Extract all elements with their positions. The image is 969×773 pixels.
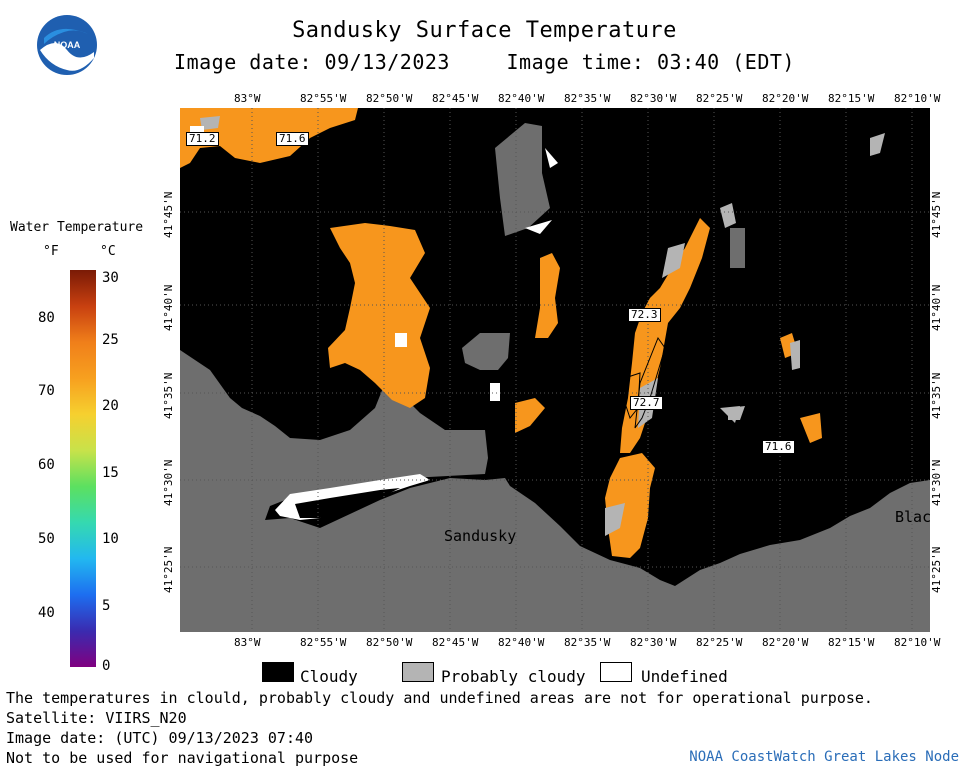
undefined-label: Undefined <box>641 667 728 686</box>
fahrenheit-tick: 40 <box>38 605 55 621</box>
latitude-label-left: 41°40'N <box>162 284 175 331</box>
warm-water-patches <box>180 108 822 558</box>
island-small <box>730 228 745 268</box>
place-label-blac: Blac <box>895 508 932 526</box>
longitude-label-top: 83°W <box>234 92 261 105</box>
fahrenheit-tick: 60 <box>38 457 55 473</box>
longitude-label-top: 82°35'W <box>564 92 611 105</box>
cloudy-swatch <box>262 662 294 682</box>
temp-label: 71.6 <box>276 132 309 146</box>
celsius-tick: 15 <box>102 465 119 481</box>
longitude-label-top: 82°30'W <box>630 92 677 105</box>
longitude-label-top: 82°15'W <box>828 92 875 105</box>
latitude-label-left: 41°25'N <box>162 546 175 593</box>
longitude-label-top: 82°25'W <box>696 92 743 105</box>
longitude-label-bottom: 82°30'W <box>630 636 677 649</box>
disclaimer-text: The temperatures in clould, probably clo… <box>6 689 873 707</box>
fahrenheit-tick: 70 <box>38 383 55 399</box>
temperature-contour-2 <box>624 372 641 420</box>
celsius-tick: 30 <box>102 270 119 286</box>
longitude-label-bottom: 82°50'W <box>366 636 413 649</box>
legend-title: Water Temperature <box>10 220 144 235</box>
cloudy-label: Cloudy <box>300 667 358 686</box>
temp-label: 71.2 <box>186 132 219 146</box>
longitude-label-bottom: 82°20'W <box>762 636 809 649</box>
legend-unit-c: °C <box>100 244 116 259</box>
longitude-label-top: 82°50'W <box>366 92 413 105</box>
celsius-tick: 10 <box>102 531 119 547</box>
longitude-label-bottom: 82°15'W <box>828 636 875 649</box>
logo-text: NOAA <box>54 40 81 50</box>
utc-date-text: Image date: (UTC) 09/13/2023 07:40 <box>6 729 314 747</box>
latitude-label-right: 41°35'N <box>930 372 943 419</box>
longitude-label-bottom: 82°25'W <box>696 636 743 649</box>
longitude-label-top: 82°55'W <box>300 92 347 105</box>
longitude-label-bottom: 82°45'W <box>432 636 479 649</box>
longitude-label-bottom: 82°35'W <box>564 636 611 649</box>
celsius-tick: 25 <box>102 332 119 348</box>
navigation-warning: Not to be used for navigational purpose <box>6 749 359 767</box>
latitude-label-right: 41°45'N <box>930 191 943 238</box>
longitude-label-top: 82°10'W <box>894 92 941 105</box>
celsius-tick: 5 <box>102 598 111 614</box>
probably-cloudy-label: Probably cloudy <box>441 667 586 686</box>
longitude-label-bottom: 82°55'W <box>300 636 347 649</box>
temp-label: 72.3 <box>628 308 661 322</box>
land-south-shore <box>180 350 930 632</box>
temp-label: 71.6 <box>762 440 795 454</box>
image-time: Image time: 03:40 (EDT) <box>506 50 795 74</box>
image-date-time: Image date: 09/13/2023 Image time: 03:40… <box>0 50 969 74</box>
island-kelleys <box>462 333 510 370</box>
undefined-swatch <box>600 662 632 682</box>
pelee-island <box>495 123 550 236</box>
latitude-label-right: 41°30'N <box>930 459 943 506</box>
map-gridlines <box>180 108 930 632</box>
longitude-label-top: 82°20'W <box>762 92 809 105</box>
latitude-label-right: 41°40'N <box>930 284 943 331</box>
image-date: Image date: 09/13/2023 <box>174 50 450 74</box>
bay-black <box>295 488 400 518</box>
place-label-sandusky: Sandusky <box>444 527 517 545</box>
temp-label: 72.7 <box>630 396 663 410</box>
map-title: Sandusky Surface Temperature <box>292 18 677 43</box>
longitude-label-top: 82°45'W <box>432 92 479 105</box>
longitude-label-bottom: 82°40'W <box>498 636 545 649</box>
longitude-label-bottom: 83°W <box>234 636 261 649</box>
fahrenheit-tick: 50 <box>38 531 55 547</box>
longitude-label-top: 82°40'W <box>498 92 545 105</box>
longitude-label-bottom: 82°10'W <box>894 636 941 649</box>
color-scale-bar <box>70 270 96 667</box>
credit-text: NOAA CoastWatch Great Lakes Node <box>689 749 959 765</box>
latitude-label-left: 41°35'N <box>162 372 175 419</box>
surface-temperature-map <box>180 108 930 632</box>
latitude-label-right: 41°25'N <box>930 546 943 593</box>
satellite-text: Satellite: VIIRS_N20 <box>6 709 187 727</box>
probably-cloudy-swatch <box>402 662 434 682</box>
noaa-logo-icon: NOAA <box>37 15 97 75</box>
celsius-tick: 20 <box>102 398 119 414</box>
legend-unit-f: °F <box>43 244 59 259</box>
fahrenheit-tick: 80 <box>38 310 55 326</box>
latitude-label-left: 41°45'N <box>162 191 175 238</box>
latitude-label-left: 41°30'N <box>162 459 175 506</box>
celsius-tick: 0 <box>102 658 111 674</box>
